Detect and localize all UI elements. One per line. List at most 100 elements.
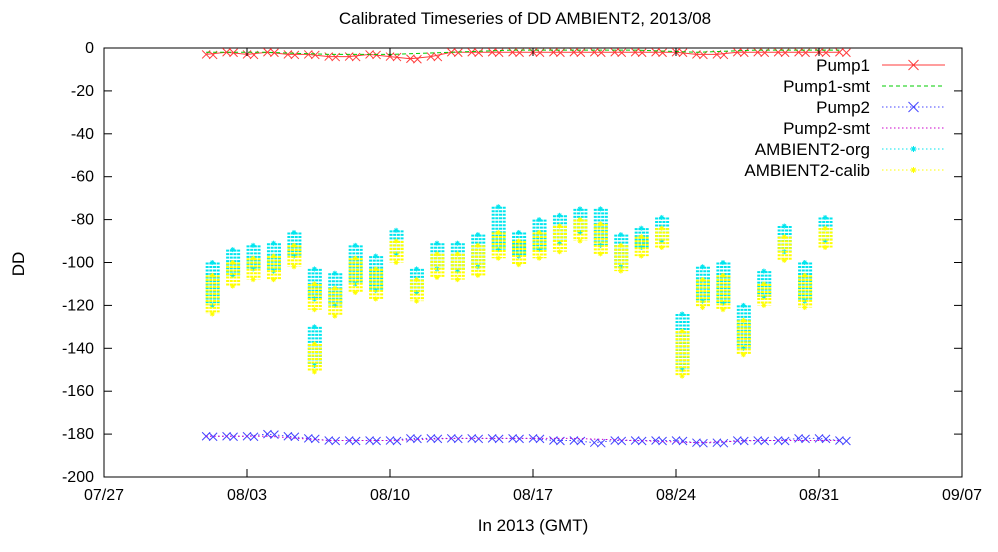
point-pump1 bbox=[637, 48, 647, 58]
point-pump2 bbox=[535, 434, 545, 444]
cluster-ambient2-org bbox=[675, 311, 690, 373]
point-pump2 bbox=[569, 436, 579, 445]
point-pump2 bbox=[835, 436, 844, 445]
point-ambient2-calib bbox=[352, 290, 358, 296]
point-pump2 bbox=[310, 434, 320, 444]
point-ambient2-calib bbox=[414, 277, 420, 283]
point-pump2 bbox=[229, 432, 238, 442]
point-ambient2-calib bbox=[311, 341, 317, 347]
point-ambient2-calib bbox=[597, 251, 603, 257]
point-ambient2-calib bbox=[618, 268, 624, 274]
point-ambient2-calib bbox=[209, 272, 215, 278]
x-tick-label: 07/27 bbox=[84, 487, 124, 504]
cluster-ambient2-calib bbox=[226, 260, 241, 289]
point-pump1 bbox=[392, 52, 402, 62]
point-ambient2-calib bbox=[434, 275, 440, 281]
series-ambient2-org bbox=[205, 204, 833, 373]
point-pump2 bbox=[549, 436, 558, 445]
cluster-ambient2-calib bbox=[409, 277, 424, 304]
point-ambient2-calib bbox=[822, 225, 828, 231]
point-ambient2-org bbox=[679, 311, 685, 317]
point-ambient2-calib bbox=[332, 313, 338, 319]
x-tick-label: 09/07 bbox=[942, 487, 982, 504]
point-ambient2-org bbox=[536, 217, 542, 223]
cluster-ambient2-calib bbox=[655, 225, 670, 250]
point-pump2 bbox=[610, 436, 620, 445]
legend-label: Pump1-smt bbox=[783, 77, 870, 96]
cluster-ambient2-calib bbox=[307, 281, 322, 313]
point-ambient2-org bbox=[311, 266, 317, 272]
point-pump2 bbox=[249, 432, 259, 442]
point-ambient2-calib bbox=[720, 272, 726, 278]
y-tick-label: -180 bbox=[62, 426, 94, 443]
cluster-ambient2-calib bbox=[593, 221, 608, 257]
point-ambient2-calib bbox=[577, 238, 583, 244]
point-ambient2-calib bbox=[291, 242, 297, 248]
point-ambient2-calib bbox=[679, 373, 685, 379]
cluster-ambient2-calib bbox=[307, 341, 322, 375]
point-pump2 bbox=[528, 434, 538, 443]
point-ambient2-org bbox=[638, 225, 644, 231]
point-ambient2-calib bbox=[516, 238, 522, 244]
point-ambient2-org bbox=[822, 214, 828, 220]
point-ambient2-calib bbox=[557, 249, 563, 255]
point-ambient2-calib bbox=[250, 255, 256, 261]
point-pump1 bbox=[426, 52, 436, 61]
cluster-ambient2-calib bbox=[614, 242, 629, 274]
point-pump2 bbox=[842, 436, 851, 446]
point-ambient2-calib bbox=[740, 352, 746, 358]
point-ambient2-calib bbox=[495, 255, 501, 261]
point-ambient2-org bbox=[516, 229, 522, 235]
x-axis-label: In 2013 (GMT) bbox=[478, 516, 589, 535]
point-ambient2-calib bbox=[536, 229, 542, 235]
cluster-ambient2-calib bbox=[573, 217, 588, 244]
legend-item-ambient2-calib: AMBIENT2-calib bbox=[744, 161, 945, 180]
point-pump1 bbox=[467, 47, 477, 57]
cluster-ambient2-calib bbox=[695, 277, 710, 311]
cluster-ambient2-org bbox=[736, 302, 751, 351]
legend-item-pump2: Pump2 bbox=[816, 98, 945, 117]
point-ambient2-calib bbox=[454, 277, 460, 283]
cluster-ambient2-calib bbox=[757, 281, 772, 308]
point-pump2 bbox=[801, 434, 810, 444]
cluster-ambient2-calib bbox=[798, 272, 813, 311]
y-tick-label: -80 bbox=[71, 212, 94, 229]
x-tick-label: 08/31 bbox=[799, 487, 839, 504]
point-ambient2-calib bbox=[516, 262, 522, 268]
point-ambient2-calib bbox=[291, 264, 297, 270]
legend-item-pump1: Pump1 bbox=[816, 56, 945, 75]
point-ambient2-calib bbox=[373, 266, 379, 272]
point-ambient2-org bbox=[618, 232, 624, 238]
cluster-ambient2-org bbox=[450, 240, 465, 274]
y-tick-label: -160 bbox=[62, 383, 94, 400]
point-ambient2-org bbox=[393, 227, 399, 233]
point-pump2 bbox=[699, 438, 708, 448]
point-pump2 bbox=[270, 430, 279, 439]
point-ambient2-calib bbox=[414, 298, 420, 304]
point-ambient2-org bbox=[720, 260, 726, 265]
cluster-ambient2-calib bbox=[369, 266, 384, 302]
point-pump2 bbox=[426, 434, 436, 443]
point-pump2 bbox=[331, 436, 341, 446]
point-ambient2-org bbox=[740, 302, 746, 308]
point-ambient2-org bbox=[434, 240, 440, 246]
point-ambient2-calib bbox=[311, 307, 317, 313]
point-ambient2-calib bbox=[638, 234, 644, 240]
point-ambient2-org bbox=[414, 266, 420, 272]
point-ambient2-calib bbox=[720, 307, 726, 313]
point-ambient2-org bbox=[557, 212, 563, 218]
point-ambient2-calib bbox=[659, 244, 665, 250]
series-ambient2-calib bbox=[205, 217, 833, 379]
point-ambient2-org bbox=[230, 247, 236, 253]
cluster-ambient2-org bbox=[552, 212, 567, 246]
point-ambient2-calib bbox=[740, 317, 746, 323]
point-ambient2-org bbox=[352, 242, 358, 248]
point-ambient2-org bbox=[761, 268, 767, 274]
point-pump2 bbox=[351, 436, 361, 446]
legend-label: Pump2 bbox=[816, 98, 870, 117]
legend: Pump1 Pump1-smt Pump2 Pump2-smt AMBIENT2-org… bbox=[744, 56, 945, 180]
y-tick-label: -40 bbox=[71, 126, 94, 143]
point-pump2 bbox=[651, 436, 660, 445]
point-pump1 bbox=[453, 48, 463, 58]
cluster-ambient2-calib bbox=[634, 234, 649, 259]
